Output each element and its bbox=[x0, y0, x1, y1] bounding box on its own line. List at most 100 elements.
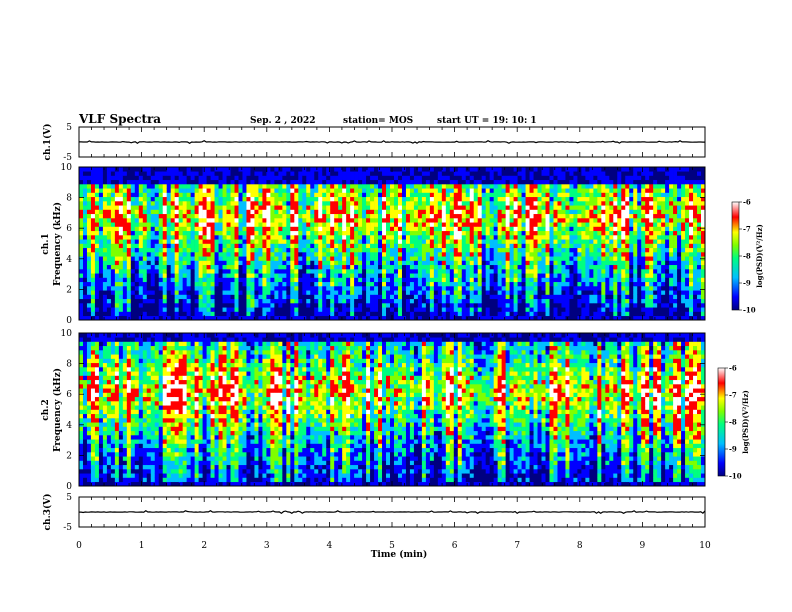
spectrogram-cell bbox=[178, 171, 183, 176]
spectrogram-cell bbox=[537, 235, 542, 240]
spectrogram-cell bbox=[222, 188, 227, 193]
spectrogram-cell bbox=[174, 243, 179, 249]
spectrogram-cell bbox=[110, 307, 116, 312]
spectrogram-cell bbox=[222, 222, 227, 227]
spectrogram-cell bbox=[214, 260, 219, 266]
spectrogram-cell bbox=[258, 243, 263, 249]
spectrogram-cell bbox=[537, 205, 542, 210]
spectrogram-cell bbox=[553, 286, 558, 291]
spectrogram-cell bbox=[533, 218, 538, 223]
spectrogram-cell bbox=[581, 205, 586, 210]
spectrogram-cell bbox=[234, 175, 239, 181]
spectrogram-cell bbox=[549, 201, 554, 206]
spectrogram-cell bbox=[238, 294, 243, 300]
spectrogram-cell bbox=[174, 311, 179, 317]
spectrogram-cell bbox=[362, 213, 367, 219]
spectrogram-cell bbox=[453, 256, 459, 261]
spectrogram-cell bbox=[294, 222, 299, 227]
spectrogram-cell bbox=[130, 277, 136, 283]
spectrogram-cell bbox=[150, 205, 156, 210]
spectrogram-cell bbox=[589, 171, 594, 176]
spectrogram-cell bbox=[158, 239, 164, 244]
spectrogram-cell bbox=[230, 188, 235, 193]
spectrogram-cell bbox=[338, 260, 343, 266]
spectrogram-cell bbox=[266, 222, 271, 227]
spectrogram-cell bbox=[605, 273, 610, 278]
spectrogram-cell bbox=[493, 213, 498, 219]
spectrogram-cell bbox=[425, 277, 431, 283]
spectrogram-cell bbox=[194, 192, 199, 198]
spectrogram-cell bbox=[477, 235, 483, 240]
spectrogram-cell bbox=[158, 184, 164, 189]
spectrogram-cell bbox=[238, 315, 243, 321]
spectrogram-cell bbox=[306, 196, 311, 202]
spectrogram-cell bbox=[445, 205, 451, 210]
spectrogram-cell bbox=[577, 175, 582, 181]
spectrogram-cell bbox=[342, 222, 347, 227]
spectrogram-cell bbox=[465, 298, 471, 304]
spectrogram-cell bbox=[445, 307, 451, 312]
spectrogram-cell bbox=[142, 286, 148, 291]
spectrogram-cell bbox=[274, 188, 279, 193]
spectrogram-cell bbox=[569, 311, 574, 317]
spectrogram-cell bbox=[445, 290, 451, 295]
spectrogram-cell bbox=[481, 201, 486, 206]
spectrogram-cell bbox=[461, 209, 467, 215]
spectrogram-cell bbox=[190, 226, 195, 232]
spectrogram-cell bbox=[130, 179, 136, 185]
spectrogram-cell bbox=[79, 213, 84, 219]
spectrogram-cell bbox=[429, 315, 435, 321]
spectrogram-cell bbox=[282, 311, 287, 317]
spectrogram-cell bbox=[493, 218, 498, 223]
spectrogram-cell bbox=[513, 167, 518, 172]
spectrogram-cell bbox=[517, 218, 522, 223]
spectrogram-cell bbox=[250, 298, 255, 304]
spectrogram-cell bbox=[613, 281, 618, 287]
spectrogram-cell bbox=[290, 286, 295, 291]
spectrogram-cell bbox=[573, 218, 578, 223]
spectrogram-cell bbox=[314, 196, 319, 202]
spectrogram-cell bbox=[298, 294, 303, 300]
spectrogram-cell bbox=[501, 201, 506, 206]
spectrogram-cell bbox=[445, 286, 451, 291]
spectrogram-cell bbox=[86, 213, 92, 219]
spectrogram-cell bbox=[262, 218, 267, 223]
spectrogram-cell bbox=[346, 213, 351, 219]
spectrogram-cell bbox=[314, 201, 319, 206]
spectrogram-cell bbox=[230, 209, 235, 215]
spectrogram-cell bbox=[601, 264, 606, 270]
spectrogram-cell bbox=[166, 269, 172, 274]
spectrogram-cell bbox=[617, 281, 622, 287]
spectrogram-cell bbox=[226, 264, 231, 270]
spectrogram-cell bbox=[417, 243, 423, 249]
spectrogram-cell bbox=[597, 247, 602, 253]
spectrogram-cell bbox=[493, 201, 498, 206]
spectrogram-cell bbox=[110, 281, 116, 287]
spectrogram-cell bbox=[617, 243, 622, 249]
spectrogram-cell bbox=[254, 273, 259, 278]
spectrogram-cell bbox=[270, 269, 275, 274]
spectrogram-cell bbox=[493, 196, 498, 202]
spectrogram-cell bbox=[489, 269, 494, 274]
spectrogram-cell bbox=[457, 269, 463, 274]
spectrogram-cell bbox=[102, 239, 108, 244]
spectrogram-cell bbox=[286, 307, 291, 312]
spectrogram-cell bbox=[130, 230, 136, 236]
spectrogram-cell bbox=[613, 264, 618, 270]
spectrogram-cell bbox=[405, 315, 411, 321]
spectrogram-cell bbox=[198, 247, 203, 253]
spectrogram-cell bbox=[210, 260, 215, 266]
spectrogram-cell bbox=[581, 235, 586, 240]
spectrogram-cell bbox=[569, 256, 574, 261]
spectrogram-cell bbox=[541, 184, 546, 189]
spectrogram-cell bbox=[162, 209, 168, 215]
spectrogram-cell bbox=[182, 247, 187, 253]
spectrogram-cell bbox=[513, 175, 518, 181]
spectrogram-cell bbox=[429, 196, 435, 202]
spectrogram-cell bbox=[401, 222, 407, 227]
spectrogram-cell bbox=[517, 201, 522, 206]
spectrogram-cell bbox=[413, 209, 419, 215]
spectrogram-cell bbox=[190, 264, 195, 270]
spectrogram-cell bbox=[122, 247, 128, 253]
spectrogram-cell bbox=[366, 252, 371, 257]
